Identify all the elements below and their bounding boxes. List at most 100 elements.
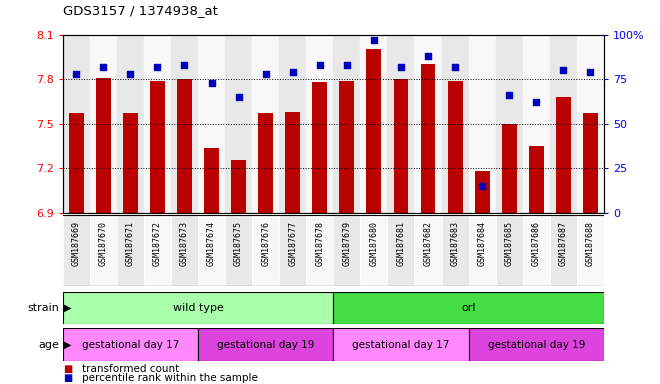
Bar — [144, 35, 171, 213]
Bar — [90, 215, 117, 286]
Text: GSM187675: GSM187675 — [234, 221, 243, 266]
Bar — [550, 35, 577, 213]
Point — [422, 53, 433, 59]
Bar — [414, 215, 442, 286]
Bar — [312, 82, 327, 213]
Text: GSM187679: GSM187679 — [343, 221, 351, 266]
Bar — [502, 124, 517, 213]
Text: GSM187673: GSM187673 — [180, 221, 189, 266]
Text: GSM187671: GSM187671 — [126, 221, 135, 266]
Bar — [279, 35, 306, 213]
Point — [98, 64, 108, 70]
Bar — [96, 78, 111, 213]
Bar — [496, 35, 523, 213]
Bar — [339, 81, 354, 213]
Bar — [387, 35, 414, 213]
Bar — [529, 146, 544, 213]
Bar — [333, 35, 360, 213]
Bar — [285, 112, 300, 213]
Text: GSM187677: GSM187677 — [288, 221, 297, 266]
Bar — [496, 215, 523, 286]
Bar — [144, 215, 171, 286]
Bar — [171, 35, 198, 213]
Text: gestational day 17: gestational day 17 — [352, 339, 449, 350]
Point — [531, 99, 541, 106]
Bar — [442, 215, 469, 286]
Text: GSM187670: GSM187670 — [99, 221, 108, 266]
Bar — [63, 292, 333, 324]
Text: GSM187684: GSM187684 — [478, 221, 486, 266]
Text: gestational day 19: gestational day 19 — [217, 339, 314, 350]
Bar — [69, 113, 84, 213]
Bar — [63, 328, 198, 361]
Bar — [225, 35, 252, 213]
Bar — [420, 64, 436, 213]
Point — [477, 183, 487, 189]
Text: GSM187678: GSM187678 — [315, 221, 324, 266]
Bar — [475, 172, 490, 213]
Bar — [556, 97, 571, 213]
Bar — [306, 215, 333, 286]
Text: percentile rank within the sample: percentile rank within the sample — [82, 373, 258, 383]
Text: GSM187682: GSM187682 — [424, 221, 432, 266]
Text: GSM187680: GSM187680 — [370, 221, 378, 266]
Bar — [204, 148, 219, 213]
Bar — [90, 35, 117, 213]
Bar — [171, 215, 198, 286]
Bar — [333, 328, 469, 361]
Point — [585, 69, 595, 75]
Point — [234, 94, 244, 100]
Text: GSM187686: GSM187686 — [532, 221, 541, 266]
Bar — [333, 215, 360, 286]
Point — [179, 62, 190, 68]
Bar — [577, 215, 604, 286]
Point — [314, 62, 325, 68]
Text: GSM187672: GSM187672 — [153, 221, 162, 266]
Text: age: age — [38, 339, 59, 350]
Text: GSM187674: GSM187674 — [207, 221, 216, 266]
Bar — [306, 35, 333, 213]
Bar — [469, 328, 604, 361]
Text: strain: strain — [28, 303, 59, 313]
Point — [206, 80, 216, 86]
Point — [152, 64, 162, 70]
Point — [368, 37, 379, 43]
Bar — [198, 328, 333, 361]
Bar — [63, 215, 90, 286]
Bar — [117, 215, 144, 286]
Bar — [117, 35, 144, 213]
Bar — [550, 215, 577, 286]
Text: GSM187687: GSM187687 — [559, 221, 568, 266]
Text: GSM187683: GSM187683 — [451, 221, 459, 266]
Text: ▶: ▶ — [64, 303, 71, 313]
Bar — [469, 35, 496, 213]
Bar — [577, 35, 604, 213]
Bar — [198, 215, 225, 286]
Point — [125, 71, 136, 77]
Bar — [387, 215, 414, 286]
Point — [342, 62, 352, 68]
Bar — [360, 35, 387, 213]
Bar — [150, 81, 165, 213]
Text: ▶: ▶ — [64, 339, 71, 350]
Bar — [231, 160, 246, 213]
Point — [450, 64, 461, 70]
Bar — [523, 215, 550, 286]
Text: orl: orl — [461, 303, 476, 313]
Text: GSM187669: GSM187669 — [72, 221, 81, 266]
Bar — [252, 35, 279, 213]
Point — [558, 67, 568, 73]
Bar — [469, 215, 496, 286]
Bar — [225, 215, 252, 286]
Bar — [360, 215, 387, 286]
Bar — [414, 35, 442, 213]
Bar — [333, 292, 604, 324]
Bar — [123, 113, 138, 213]
Text: wild type: wild type — [172, 303, 224, 313]
Bar — [583, 113, 598, 213]
Bar — [177, 79, 192, 213]
Text: GSM187685: GSM187685 — [505, 221, 513, 266]
Bar — [442, 35, 469, 213]
Point — [395, 64, 406, 70]
Bar — [523, 35, 550, 213]
